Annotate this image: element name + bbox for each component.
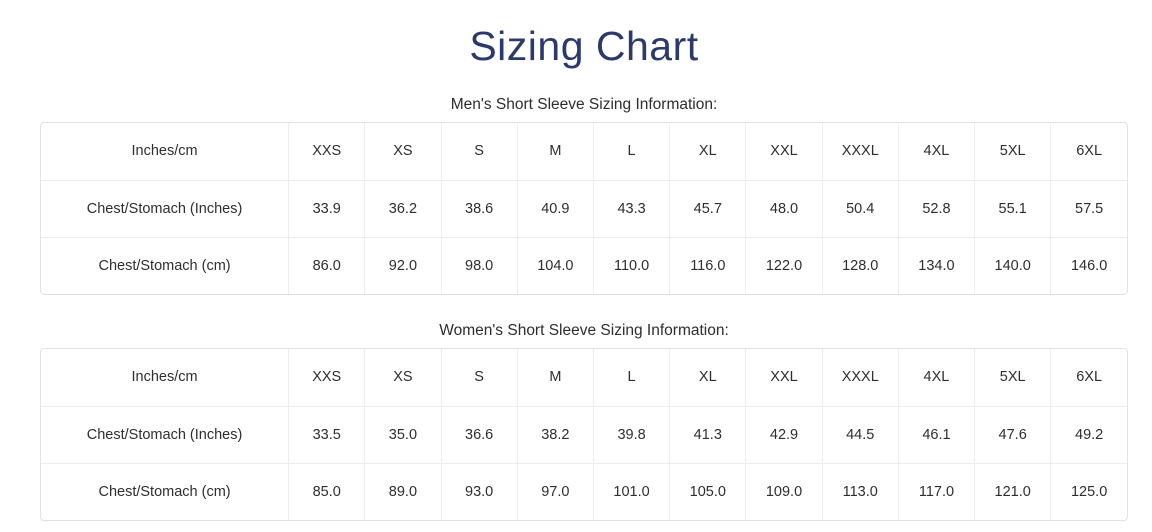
mens-table-caption: Men's Short Sleeve Sizing Information: bbox=[450, 96, 718, 114]
womens-sizing-table-grid: Inches/cm XXS XS S M L XL XXL XXXL 4XL 5XL 6XL Chest… bbox=[41, 349, 1127, 521]
measurement-value-cell: 38.2 bbox=[516, 405, 594, 464]
unit-header-cell: Inches/cm bbox=[131, 369, 198, 386]
measurement-value-cell: 122.0 bbox=[745, 236, 823, 295]
measurement-value-cell: 46.1 bbox=[897, 405, 975, 464]
measurement-value-cell: 146.0 bbox=[1050, 236, 1127, 295]
size-header-cell: 5XL bbox=[974, 349, 1051, 407]
measurement-value-cell: 36.6 bbox=[440, 405, 518, 464]
measurement-value-cell: 49.2 bbox=[1050, 405, 1127, 464]
measurement-row: Chest/Stomach (cm) 86.0 92.0 98.0 104.0 110.0… bbox=[41, 236, 1127, 295]
measurement-value-cell: 41.3 bbox=[669, 405, 746, 464]
measurement-value-cell: 113.0 bbox=[821, 462, 899, 521]
measurement-value-cell: 104.0 bbox=[516, 236, 594, 295]
size-header-cell: 4XL bbox=[897, 123, 975, 181]
size-header-cell: XXXL bbox=[821, 123, 899, 181]
size-header-cell: XL bbox=[669, 123, 746, 181]
measurement-value-cell: 47.6 bbox=[974, 405, 1051, 464]
womens-sizing-table: Inches/cm XXS XS S M L XL XXL XXXL 4XL 5XL 6XL Chest… bbox=[40, 348, 1128, 522]
measurement-value-cell: 116.0 bbox=[669, 236, 746, 295]
size-header-cell: XXL bbox=[745, 349, 823, 407]
measurement-value-cell: 33.5 bbox=[288, 405, 365, 464]
measurement-value-cell: 128.0 bbox=[821, 236, 899, 295]
size-header-cell: S bbox=[440, 123, 518, 181]
size-header-cell: XS bbox=[364, 123, 442, 181]
measurement-value-cell: 85.0 bbox=[288, 462, 365, 521]
measurement-value-cell: 105.0 bbox=[669, 462, 746, 521]
measurement-value-cell: 44.5 bbox=[821, 405, 899, 464]
measurement-value-cell: 117.0 bbox=[897, 462, 975, 521]
size-header-cell: XL bbox=[669, 349, 746, 407]
mens-sizing-table-grid: Inches/cm XXS XS S M L XL XXL XXXL 4XL 5XL 6XL Chest… bbox=[41, 123, 1127, 295]
measurement-value-cell: 35.0 bbox=[364, 405, 442, 464]
womens-sizing-section: Women's Short Sleeve Sizing Information:… bbox=[40, 321, 1128, 522]
measurement-value-cell: 33.9 bbox=[288, 179, 365, 238]
measurement-value-cell: 134.0 bbox=[897, 236, 975, 295]
measurement-value-cell: 97.0 bbox=[516, 462, 594, 521]
size-header-cell: XXL bbox=[745, 123, 823, 181]
womens-table-caption: Women's Short Sleeve Sizing Information: bbox=[439, 322, 729, 340]
size-header-cell: L bbox=[592, 123, 670, 181]
header-row: Inches/cm XXS XS S M L XL XXL XXXL 4XL 5XL 6XL bbox=[41, 123, 1127, 181]
measurement-value-cell: 110.0 bbox=[592, 236, 670, 295]
size-header-cell: M bbox=[516, 349, 594, 407]
size-header-cell: XXXL bbox=[821, 349, 899, 407]
page-title: Sizing Chart bbox=[469, 23, 699, 69]
measurement-value-cell: 43.3 bbox=[592, 179, 670, 238]
measurement-row: Chest/Stomach (Inches) 33.5 35.0 36.6 38.2 39… bbox=[41, 405, 1127, 464]
row-label-cell: Chest/Stomach (cm) bbox=[41, 462, 289, 521]
size-header-cell: XXS bbox=[288, 123, 365, 181]
measurement-row: Chest/Stomach (Inches) 33.9 36.2 38.6 40.9 43… bbox=[41, 179, 1127, 238]
measurement-value-cell: 50.4 bbox=[821, 179, 899, 238]
size-header-cell: L bbox=[592, 349, 670, 407]
measurement-value-cell: 45.7 bbox=[669, 179, 746, 238]
measurement-value-cell: 140.0 bbox=[974, 236, 1051, 295]
measurement-value-cell: 39.8 bbox=[592, 405, 670, 464]
measurement-value-cell: 101.0 bbox=[592, 462, 670, 521]
measurement-value-cell: 125.0 bbox=[1050, 462, 1127, 521]
mens-sizing-table: Inches/cm XXS XS S M L XL XXL XXXL 4XL 5XL 6XL Chest… bbox=[40, 122, 1128, 296]
size-header-cell: 5XL bbox=[974, 123, 1051, 181]
size-header-cell: S bbox=[440, 349, 518, 407]
row-label-cell: Chest/Stomach (Inches) bbox=[41, 405, 289, 464]
size-header-cell: XXS bbox=[288, 349, 365, 407]
measurement-value-cell: 93.0 bbox=[440, 462, 518, 521]
measurement-value-cell: 48.0 bbox=[745, 179, 823, 238]
size-header-cell: 6XL bbox=[1050, 123, 1127, 181]
measurement-value-cell: 57.5 bbox=[1050, 179, 1127, 238]
size-header-cell: M bbox=[516, 123, 594, 181]
measurement-value-cell: 98.0 bbox=[440, 236, 518, 295]
row-label-cell: Chest/Stomach (Inches) bbox=[41, 179, 289, 238]
header-row: Inches/cm XXS XS S M L XL XXL XXXL 4XL 5XL 6XL bbox=[41, 349, 1127, 407]
measurement-value-cell: 86.0 bbox=[288, 236, 365, 295]
measurement-row: Chest/Stomach (cm) 85.0 89.0 93.0 97.0 101.0 1… bbox=[41, 462, 1127, 521]
row-label-cell: Chest/Stomach (cm) bbox=[41, 236, 289, 295]
measurement-value-cell: 109.0 bbox=[745, 462, 823, 521]
measurement-value-cell: 121.0 bbox=[974, 462, 1051, 521]
measurement-value-cell: 92.0 bbox=[364, 236, 442, 295]
measurement-value-cell: 38.6 bbox=[440, 179, 518, 238]
measurement-value-cell: 40.9 bbox=[516, 179, 594, 238]
measurement-value-cell: 36.2 bbox=[364, 179, 442, 238]
measurement-value-cell: 52.8 bbox=[897, 179, 975, 238]
unit-header-cell: Inches/cm bbox=[131, 143, 198, 160]
size-header-cell: 4XL bbox=[897, 349, 975, 407]
mens-sizing-section: Men's Short Sleeve Sizing Information: I… bbox=[40, 95, 1128, 296]
size-header-cell: XS bbox=[364, 349, 442, 407]
measurement-value-cell: 42.9 bbox=[745, 405, 823, 464]
measurement-value-cell: 89.0 bbox=[364, 462, 442, 521]
measurement-value-cell: 55.1 bbox=[974, 179, 1051, 238]
page-content: Sizing Chart Men's Short Sleeve Sizing I… bbox=[40, 22, 1128, 522]
size-header-cell: 6XL bbox=[1050, 349, 1127, 407]
